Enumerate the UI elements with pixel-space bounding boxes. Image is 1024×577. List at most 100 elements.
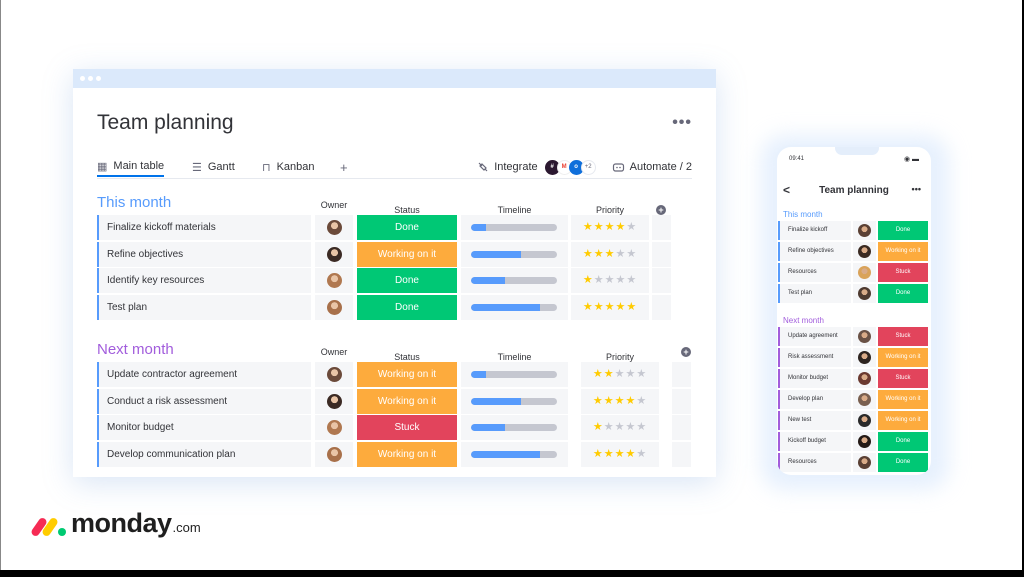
- empty-cell[interactable]: [652, 241, 671, 267]
- phone-item-name[interactable]: New test: [778, 411, 851, 430]
- star-icon[interactable]: ★: [615, 247, 627, 260]
- status-badge[interactable]: Done: [357, 294, 457, 320]
- star-icon[interactable]: ★: [626, 221, 638, 233]
- priority-rating[interactable]: ★★★★★: [581, 362, 659, 387]
- table-row[interactable]: Identify key resources Done ★★★★★: [97, 268, 697, 293]
- phone-owner-cell[interactable]: [853, 221, 876, 240]
- star-icon[interactable]: ★: [615, 300, 627, 313]
- phone-status-badge[interactable]: Done: [878, 221, 928, 240]
- phone-status-badge[interactable]: Stuck: [878, 327, 928, 346]
- phone-list-item[interactable]: Monitor budget Stuck: [778, 369, 930, 388]
- status-badge[interactable]: Done: [357, 268, 457, 293]
- phone-group-title-this-month[interactable]: This month: [783, 210, 823, 219]
- phone-list-item[interactable]: Test plan Done: [778, 284, 930, 303]
- more-options-button[interactable]: •••: [672, 114, 692, 131]
- tab-kanban[interactable]: ⊓ Kanban: [262, 157, 315, 177]
- owner-cell[interactable]: [315, 362, 353, 387]
- timeline-cell[interactable]: [461, 268, 568, 293]
- item-name[interactable]: Identify key resources: [97, 268, 311, 293]
- phone-owner-cell[interactable]: [853, 348, 876, 367]
- timeline-cell[interactable]: [461, 241, 568, 267]
- phone-status-badge[interactable]: Done: [878, 453, 928, 472]
- phone-list-item[interactable]: Risk assessment Working on it: [778, 348, 930, 367]
- phone-list-item[interactable]: Resources Done: [778, 453, 930, 472]
- star-icon[interactable]: ★: [614, 447, 626, 460]
- star-icon[interactable]: ★: [636, 421, 648, 433]
- priority-rating[interactable]: ★★★★★: [571, 268, 649, 293]
- empty-cell[interactable]: [652, 294, 671, 320]
- star-icon[interactable]: ★: [592, 421, 604, 433]
- star-icon[interactable]: ★: [582, 247, 594, 260]
- phone-status-badge[interactable]: Stuck: [878, 369, 928, 388]
- empty-cell[interactable]: [672, 415, 691, 440]
- timeline-cell[interactable]: [461, 362, 568, 387]
- star-icon[interactable]: ★: [604, 247, 616, 260]
- star-icon[interactable]: ★: [614, 421, 626, 433]
- star-icon[interactable]: ★: [625, 447, 637, 460]
- phone-list-item[interactable]: Update agreement Stuck: [778, 327, 930, 346]
- owner-cell[interactable]: [315, 241, 353, 267]
- phone-list-item[interactable]: Kickoff budget Done: [778, 432, 930, 451]
- star-icon[interactable]: ★: [625, 421, 637, 433]
- status-badge[interactable]: Done: [357, 215, 457, 240]
- item-name[interactable]: Conduct a risk assessment: [97, 388, 311, 414]
- phone-item-name[interactable]: Risk assessment: [778, 348, 851, 367]
- phone-more-button[interactable]: •••: [911, 184, 921, 194]
- table-row[interactable]: Conduct a risk assessment Working on it ★★…: [97, 388, 697, 414]
- star-icon[interactable]: ★: [626, 247, 638, 260]
- star-icon[interactable]: ★: [636, 447, 648, 460]
- star-icon[interactable]: ★: [593, 247, 605, 260]
- group-title-next-month[interactable]: Next month: [97, 341, 174, 358]
- star-icon[interactable]: ★: [614, 368, 626, 380]
- star-icon[interactable]: ★: [592, 394, 604, 407]
- star-icon[interactable]: ★: [603, 368, 615, 380]
- phone-item-name[interactable]: Monitor budget: [778, 369, 851, 388]
- priority-rating[interactable]: ★★★★★: [571, 241, 649, 267]
- star-icon[interactable]: ★: [593, 221, 605, 233]
- add-view-button[interactable]: +: [340, 159, 348, 175]
- star-icon[interactable]: ★: [614, 394, 626, 407]
- star-icon[interactable]: ★: [636, 394, 648, 407]
- star-icon[interactable]: ★: [593, 274, 605, 286]
- phone-owner-cell[interactable]: [853, 263, 876, 282]
- star-icon[interactable]: ★: [582, 300, 594, 313]
- star-icon[interactable]: ★: [582, 221, 594, 233]
- phone-list-item[interactable]: Refine objectives Working on it: [778, 242, 930, 261]
- phone-item-name[interactable]: Kickoff budget: [778, 432, 851, 451]
- phone-item-name[interactable]: Update agreement: [778, 327, 851, 346]
- star-icon[interactable]: ★: [592, 447, 604, 460]
- add-column-button[interactable]: +: [656, 205, 666, 215]
- phone-group-title-next-month[interactable]: Next month: [783, 316, 824, 325]
- timeline-cell[interactable]: [461, 388, 568, 414]
- phone-owner-cell[interactable]: [853, 453, 876, 472]
- owner-cell[interactable]: [315, 268, 353, 293]
- phone-item-name[interactable]: Finalize kickoff: [778, 221, 851, 240]
- status-badge[interactable]: Working on it: [357, 241, 457, 267]
- table-row[interactable]: Test plan Done ★★★★★: [97, 294, 697, 320]
- tab-gantt[interactable]: ☰ Gantt: [192, 157, 235, 177]
- add-column-button[interactable]: +: [681, 347, 691, 357]
- star-icon[interactable]: ★: [604, 274, 616, 286]
- phone-status-badge[interactable]: Working on it: [878, 411, 928, 430]
- status-badge[interactable]: Working on it: [357, 441, 457, 467]
- phone-list-item[interactable]: Develop plan Working on it: [778, 390, 930, 409]
- star-icon[interactable]: ★: [604, 300, 616, 313]
- star-icon[interactable]: ★: [603, 394, 615, 407]
- group-title-this-month[interactable]: This month: [97, 194, 172, 211]
- timeline-cell[interactable]: [461, 441, 568, 467]
- star-icon[interactable]: ★: [626, 300, 638, 313]
- timeline-cell[interactable]: [461, 294, 568, 320]
- priority-rating[interactable]: ★★★★★: [581, 388, 659, 414]
- status-badge[interactable]: Working on it: [357, 362, 457, 387]
- star-icon[interactable]: ★: [626, 274, 638, 286]
- item-name[interactable]: Refine objectives: [97, 241, 311, 267]
- owner-cell[interactable]: [315, 415, 353, 440]
- table-row[interactable]: Update contractor agreement Working on it…: [97, 362, 697, 387]
- phone-list-item[interactable]: Resources Stuck: [778, 263, 930, 282]
- item-name[interactable]: Update contractor agreement: [97, 362, 311, 387]
- item-name[interactable]: Finalize kickoff materials: [97, 215, 311, 240]
- phone-list-item[interactable]: Finalize kickoff Done: [778, 221, 930, 240]
- item-name[interactable]: Monitor budget: [97, 415, 311, 440]
- star-icon[interactable]: ★: [603, 421, 615, 433]
- phone-owner-cell[interactable]: [853, 432, 876, 451]
